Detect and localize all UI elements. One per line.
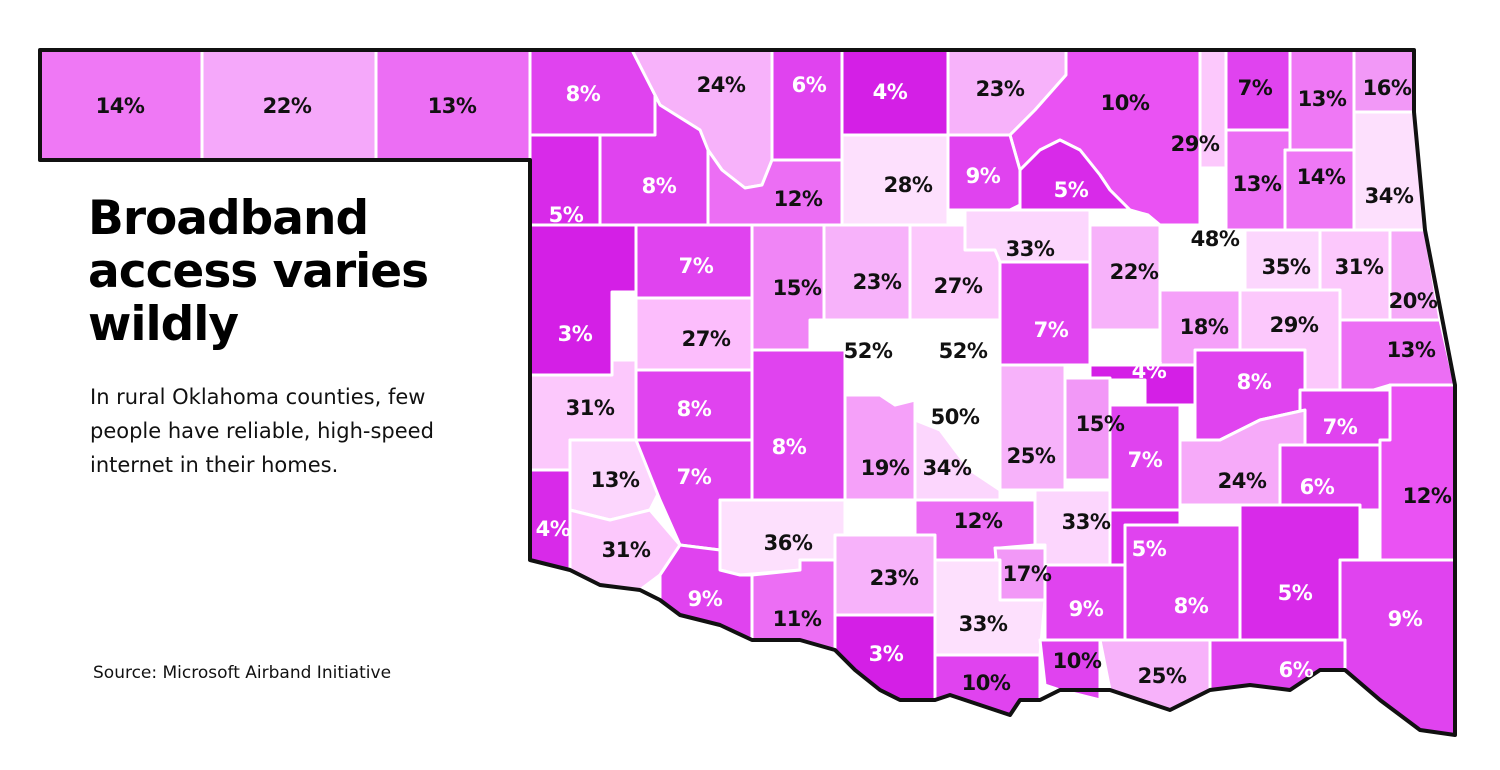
county-label: 10%: [1053, 649, 1102, 673]
source-note: Source: Microsoft Airband Initiative: [93, 663, 392, 683]
county-labels: 14% 22% 13% 8% 24% 6% 4% 23% 10% 29% 7% …: [96, 73, 1453, 695]
county-label: 12%: [954, 509, 1003, 533]
county-label: 13%: [1298, 87, 1347, 111]
county-alfalfa: [770, 48, 844, 162]
county-mayes: [1283, 148, 1356, 232]
subtitle: In rural Oklahoma counties, few people h…: [90, 385, 434, 477]
county-label: 31%: [1335, 255, 1384, 279]
county-label: 34%: [923, 456, 972, 480]
county-label: 20%: [1389, 289, 1438, 313]
county-label: 25%: [1007, 444, 1056, 468]
county-label: 5%: [1132, 537, 1167, 561]
county-label: 4%: [1132, 359, 1167, 383]
county-label: 52%: [939, 339, 988, 363]
county-label: 11%: [773, 607, 822, 631]
county-le-flore: [1378, 383, 1457, 562]
county-label: 7%: [1128, 448, 1163, 472]
county-label: 23%: [976, 77, 1025, 101]
county-label: 22%: [1110, 260, 1159, 284]
county-label: 12%: [1403, 484, 1452, 508]
county-label: 29%: [1171, 132, 1220, 156]
county-label: 7%: [1238, 76, 1273, 100]
county-label: 25%: [1138, 664, 1187, 688]
county-label: 8%: [677, 397, 712, 421]
county-caddo: [750, 348, 847, 502]
county-label: 27%: [682, 327, 731, 351]
county-label: 19%: [861, 456, 910, 480]
county-label: 28%: [884, 173, 933, 197]
county-label: 7%: [679, 254, 714, 278]
county-label: 6%: [1279, 658, 1314, 682]
county-label: 15%: [773, 276, 822, 300]
county-choctaw: [1208, 638, 1347, 692]
county-label: 33%: [1006, 237, 1055, 261]
county-label: 29%: [1270, 313, 1319, 337]
county-label: 34%: [1365, 184, 1414, 208]
county-label: 24%: [1218, 469, 1267, 493]
county-label: 10%: [1101, 91, 1150, 115]
county-label: 13%: [591, 468, 640, 492]
county-label: 9%: [966, 164, 1001, 188]
county-lincoln: [998, 260, 1092, 367]
county-label: 8%: [1174, 594, 1209, 618]
county-label: 8%: [642, 174, 677, 198]
county-label: 23%: [870, 566, 919, 590]
county-label: 12%: [774, 187, 823, 211]
county-label: 10%: [962, 671, 1011, 695]
county-label: 8%: [566, 82, 601, 106]
county-label: 48%: [1191, 227, 1240, 251]
county-label: 31%: [602, 538, 651, 562]
county-mccurtain: [1338, 558, 1457, 737]
state-outline: [38, 48, 1457, 737]
county-label: 3%: [869, 642, 904, 666]
county-label: 52%: [844, 339, 893, 363]
county-label: 8%: [1237, 370, 1272, 394]
county-label: 35%: [1262, 255, 1311, 279]
county-label: 13%: [1233, 172, 1282, 196]
county-label: 15%: [1076, 412, 1125, 436]
county-label: 33%: [959, 612, 1008, 636]
county-label: 18%: [1180, 315, 1229, 339]
county-label: 33%: [1062, 510, 1111, 534]
county-cimarron: [38, 48, 204, 162]
county-label: 23%: [853, 270, 902, 294]
county-latimer: [1278, 443, 1382, 512]
county-texas: [200, 48, 378, 162]
county-label: 22%: [263, 94, 312, 118]
county-label: 5%: [1278, 581, 1313, 605]
county-label: 4%: [873, 80, 908, 104]
county-label: 9%: [1388, 607, 1423, 631]
county-label: 13%: [428, 94, 477, 118]
county-label: 27%: [934, 274, 983, 298]
county-label: 6%: [792, 73, 827, 97]
county-pottawatomie: [998, 363, 1067, 492]
county-label: 13%: [1387, 338, 1436, 362]
county-label: 5%: [1054, 178, 1089, 202]
county-grady: [843, 393, 917, 502]
page-title: Broadband access varies wildly: [88, 191, 429, 352]
county-label: 36%: [764, 531, 813, 555]
county-label: 7%: [1034, 318, 1069, 342]
county-marshall: [1038, 638, 1102, 702]
county-label: 24%: [697, 73, 746, 97]
county-roger-mills: [528, 223, 638, 377]
county-label: 16%: [1363, 76, 1412, 100]
county-label: 6%: [1300, 475, 1335, 499]
county-label: 9%: [1069, 597, 1104, 621]
county-label: 14%: [96, 94, 145, 118]
county-label: 8%: [772, 435, 807, 459]
county-label: 17%: [1003, 562, 1052, 586]
county-label: 7%: [1323, 415, 1358, 439]
county-label: 50%: [931, 405, 980, 429]
county-label: 14%: [1297, 165, 1346, 189]
county-cotton: [750, 558, 837, 652]
county-label: 4%: [536, 517, 571, 541]
county-label: 9%: [688, 587, 723, 611]
county-label: 31%: [566, 396, 615, 420]
county-label: 5%: [549, 203, 584, 227]
county-label: 7%: [677, 465, 712, 489]
county-label: 3%: [558, 322, 593, 346]
